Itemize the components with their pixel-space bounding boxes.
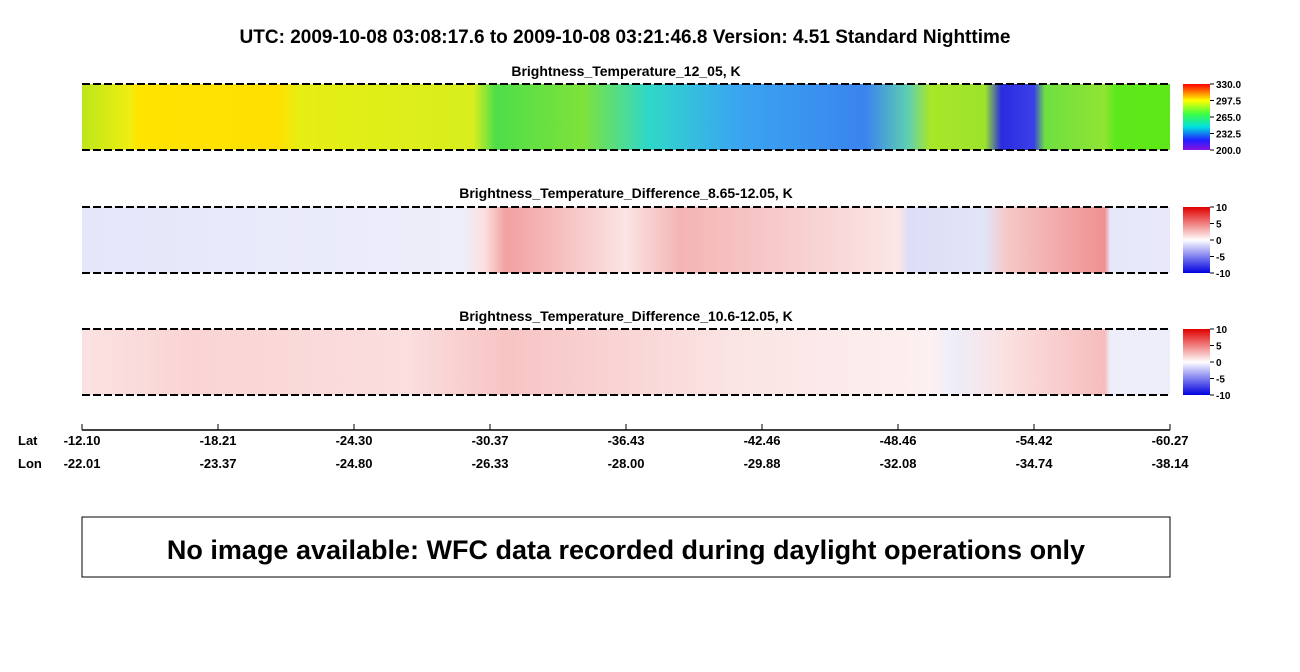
image-strip bbox=[82, 207, 1170, 273]
lon-label: -23.37 bbox=[200, 456, 237, 471]
colorbar-label: 10 bbox=[1216, 203, 1228, 214]
lon-label: -32.08 bbox=[880, 456, 917, 471]
lat-label: -18.21 bbox=[200, 433, 237, 448]
lat-label: -36.43 bbox=[608, 433, 645, 448]
lat-label: -30.37 bbox=[472, 433, 509, 448]
colorbar-label: 0 bbox=[1216, 358, 1222, 369]
row-label: Lat bbox=[18, 433, 38, 448]
colorbar-label: 297.5 bbox=[1216, 97, 1241, 108]
colorbar-label: 5 bbox=[1216, 220, 1222, 231]
notice-text: No image available: WFC data recorded du… bbox=[167, 535, 1085, 565]
colorbar-label: 0 bbox=[1216, 236, 1222, 247]
lat-label: -42.46 bbox=[744, 433, 781, 448]
row-label: Lon bbox=[18, 456, 42, 471]
image-strip bbox=[82, 84, 1170, 150]
page-title: UTC: 2009-10-08 03:08:17.6 to 2009-10-08… bbox=[240, 27, 1011, 48]
lat-label: -48.46 bbox=[880, 433, 917, 448]
lon-label: -28.00 bbox=[608, 456, 645, 471]
lat-label: -12.10 bbox=[64, 433, 101, 448]
colorbar-label: 265.0 bbox=[1216, 113, 1241, 124]
image-strip bbox=[82, 329, 1170, 395]
colorbar-label: 5 bbox=[1216, 342, 1222, 353]
colorbar-label: -10 bbox=[1216, 391, 1231, 402]
lon-label: -34.74 bbox=[1016, 456, 1054, 471]
panel-title: Brightness_Temperature_Difference_8.65-1… bbox=[459, 185, 793, 201]
colorbar-label: -10 bbox=[1216, 269, 1231, 280]
panel-title: Brightness_Temperature_12_05, K bbox=[511, 63, 740, 79]
colorbar bbox=[1183, 207, 1210, 273]
colorbar-label: 10 bbox=[1216, 325, 1228, 336]
lon-label: -29.88 bbox=[744, 456, 781, 471]
colorbar-label: 330.0 bbox=[1216, 80, 1241, 91]
colorbar bbox=[1183, 329, 1210, 395]
colorbar-label: 200.0 bbox=[1216, 146, 1241, 157]
colorbar-label: -5 bbox=[1216, 253, 1225, 264]
lat-label: -54.42 bbox=[1016, 433, 1053, 448]
lon-label: -26.33 bbox=[472, 456, 509, 471]
lon-label: -24.80 bbox=[336, 456, 373, 471]
lat-label: -60.27 bbox=[1152, 433, 1189, 448]
colorbar bbox=[1183, 84, 1210, 150]
colorbar-label: 232.5 bbox=[1216, 130, 1241, 141]
lon-label: -22.01 bbox=[64, 456, 101, 471]
notice-box bbox=[81, 516, 1171, 578]
colorbar-label: -5 bbox=[1216, 375, 1225, 386]
lon-label: -38.14 bbox=[1152, 456, 1190, 471]
lat-label: -24.30 bbox=[336, 433, 373, 448]
panel-title: Brightness_Temperature_Difference_10.6-1… bbox=[459, 308, 793, 324]
